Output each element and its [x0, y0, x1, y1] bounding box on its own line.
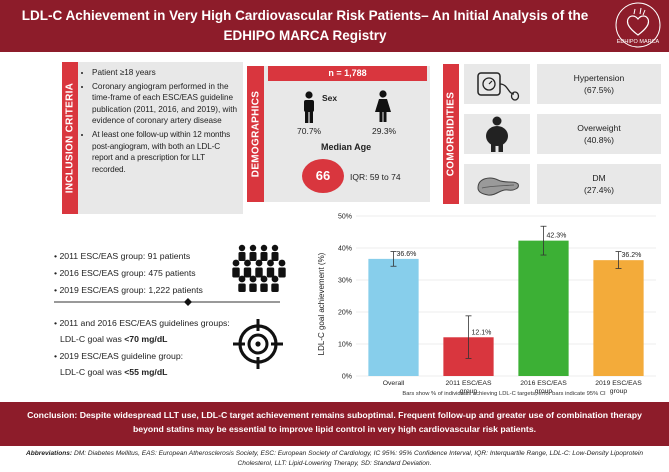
- x-tick-label-line: group: [460, 388, 478, 395]
- overweight-icon-box: [464, 114, 530, 154]
- target-icon: [233, 319, 283, 369]
- female-icon: [375, 90, 391, 122]
- diabetes-icon-box: [464, 164, 530, 204]
- sample-size-bar: n = 1,788: [268, 66, 427, 81]
- y-axis-label: LDL-C goal achievement (%): [317, 252, 326, 355]
- x-tick-label: 2019 ESC/EAS group: [595, 380, 642, 395]
- inclusion-item: Patient ≥18 years: [92, 67, 238, 79]
- comorbidity-hypertension: Hypertension (67.5%): [537, 64, 661, 104]
- inclusion-criteria-label-text: INCLUSION CRITERIA: [64, 82, 76, 194]
- goal-2-value: <55 mg/dL: [124, 367, 168, 377]
- comorbidity-value: (67.5%): [583, 85, 615, 95]
- abbreviations-label: Abbreviations:: [25, 450, 73, 457]
- page-title: LDL-C Achievement in Very High Cardiovas…: [21, 8, 589, 43]
- x-tick-label-line: group: [610, 388, 628, 395]
- group-2011: • 2011 ESC/EAS group: 91 patients: [54, 251, 191, 261]
- data-label: 12.1%: [472, 329, 492, 336]
- age-iqr: IQR: 59 to 74: [350, 172, 401, 182]
- inclusion-item: Coronary angiogram performed in the time…: [92, 81, 238, 127]
- demographics-panel: [264, 66, 430, 202]
- group-2016: • 2016 ESC/EAS group: 475 patients: [54, 268, 196, 278]
- heart-logo-icon: [615, 2, 661, 48]
- comorbidity-dm: DM (27.4%): [537, 164, 661, 204]
- median-age-value: 66: [302, 159, 344, 193]
- x-tick-label-line: group: [535, 388, 553, 395]
- goal-2-prefix: LDL-C goal was: [60, 367, 125, 377]
- bar: [518, 240, 569, 376]
- conclusion-text: Conclusion: Despite widespread LLT use, …: [27, 410, 642, 434]
- y-tick-label: 10%: [338, 342, 352, 349]
- blood-pressure-icon: [477, 72, 520, 101]
- abbreviations: Abbreviations: DM: Diabetes Mellitus, EA…: [8, 449, 661, 468]
- goal-1-heading: • 2011 and 2016 ESC/EAS guidelines group…: [54, 318, 230, 328]
- inclusion-criteria-panel: Patient ≥18 years Coronary angiogram per…: [78, 62, 243, 214]
- y-tick-label: 40%: [338, 246, 352, 253]
- goal-1-value: <70 mg/dL: [124, 334, 168, 344]
- conclusion-banner: Conclusion: Despite widespread LLT use, …: [0, 402, 669, 446]
- comorbidity-name: Hypertension: [573, 73, 625, 83]
- x-tick-label: Overall: [383, 380, 405, 387]
- registry-logo: EDHIPO MARCA: [612, 2, 664, 50]
- y-tick-label: 20%: [338, 310, 352, 317]
- abbreviations-text: DM: Diabetes Mellitus, EAS: European Ath…: [72, 450, 644, 467]
- comorbidities-label: COMORBIDITIES: [443, 64, 459, 204]
- group-2019: • 2019 ESC/EAS group: 1,222 patients: [54, 285, 203, 295]
- bar: [368, 258, 419, 376]
- x-tick-label-line: 2011 ESC/EAS: [446, 380, 492, 387]
- goal-2-text: LDL-C goal was <55 mg/dL: [60, 367, 167, 377]
- hypertension-icon-box: [464, 64, 530, 104]
- comorbidities-label-text: COMORBIDITIES: [445, 91, 457, 177]
- sex-heading: Sex: [322, 93, 338, 103]
- x-tick-label-line: Overall: [383, 380, 405, 387]
- x-tick-label-line: 2016 ESC/EAS: [520, 380, 567, 387]
- patients-crowd-icon: [232, 244, 286, 292]
- x-tick-label: 2011 ESC/EAS group: [446, 380, 492, 395]
- male-percent: 70.7%: [297, 126, 322, 136]
- data-label: 36.6%: [397, 251, 417, 258]
- demographics-label: DEMOGRAPHICS: [247, 66, 264, 202]
- ldl-goal-chart: 0% 10% 20% 30% 40% 50% LDL-C goal achievement…: [317, 214, 656, 397]
- data-label: 36.2%: [622, 252, 642, 259]
- pancreas-icon: [477, 177, 519, 196]
- goal-1-prefix: LDL-C goal was: [60, 334, 125, 344]
- comorbidity-value: (27.4%): [583, 185, 615, 195]
- chart-note: Bars show % of individuals achieving LDL…: [402, 391, 606, 397]
- median-age-heading: Median Age: [321, 142, 372, 152]
- inclusion-criteria-label: INCLUSION CRITERIA: [62, 62, 78, 214]
- female-percent: 29.3%: [372, 126, 397, 136]
- comorbidity-value: (40.8%): [583, 135, 615, 145]
- comorbidity-name: DM: [592, 173, 606, 183]
- header-banner: LDL-C Achievement in Very High Cardiovas…: [0, 0, 669, 52]
- overweight-person-icon: [486, 116, 508, 152]
- section-divider: [54, 298, 280, 306]
- male-icon: [304, 91, 314, 123]
- goal-1-text: LDL-C goal was <70 mg/dL: [60, 334, 167, 344]
- goal-2-heading: • 2019 ESC/EAS guideline group:: [54, 351, 184, 361]
- y-tick-label: 0%: [342, 374, 352, 381]
- x-tick-label-line: 2019 ESC/EAS: [595, 380, 642, 387]
- comorbidity-overweight: Overweight (40.8%): [537, 114, 661, 154]
- data-label: 42.3%: [547, 233, 567, 240]
- inclusion-item: At least one follow-up within 12 months …: [92, 129, 238, 175]
- comorbidity-name: Overweight: [577, 123, 621, 133]
- y-tick-label: 50%: [338, 214, 352, 221]
- logo-caption: EDHIPO MARCA: [616, 39, 660, 45]
- y-tick-label: 30%: [338, 278, 352, 285]
- demographics-label-text: DEMOGRAPHICS: [250, 90, 261, 178]
- x-tick-label: 2016 ESC/EAS group: [520, 380, 567, 395]
- bar: [593, 260, 644, 376]
